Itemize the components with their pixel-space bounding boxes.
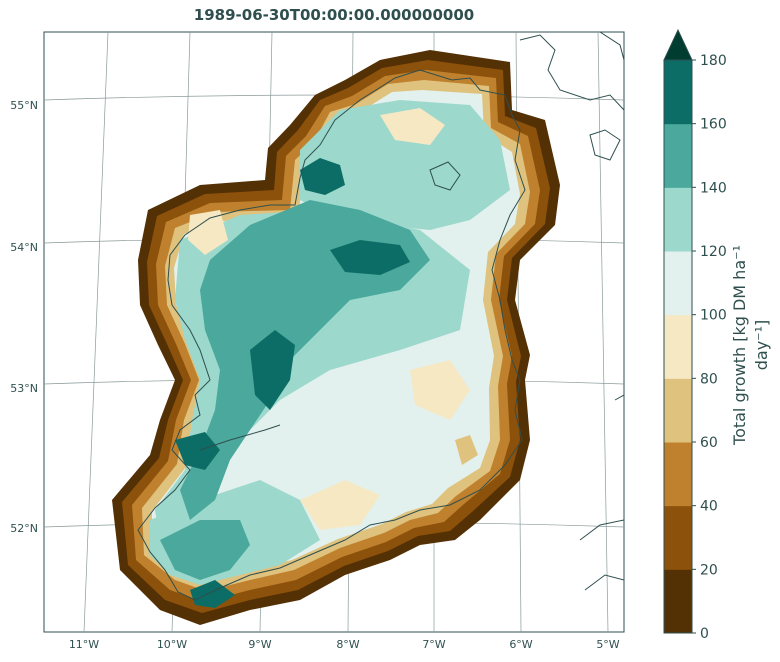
lat-tick-label: 54°N — [10, 241, 38, 254]
growth-region-160-180-e — [190, 580, 235, 608]
colorbar-ticks: 0 20 40 60 80 100 120 140 160 180 — [692, 53, 727, 642]
northern-ireland-lough — [429, 161, 461, 191]
scotland-coast — [519, 32, 624, 161]
colorbar-tick-label: 40 — [700, 499, 718, 515]
growth-region-80-100-c — [300, 480, 380, 530]
colorbar-tick-label: 100 — [700, 308, 727, 324]
lon-tick-label: 11°W — [69, 638, 99, 651]
growth-region-80-100-b — [410, 360, 470, 420]
colorbar-band — [664, 187, 692, 252]
colorbar-band — [664, 378, 692, 443]
lat-tick-label: 55°N — [10, 99, 38, 112]
colorbar-tick-label: 60 — [700, 435, 718, 451]
growth-region-160-180-d — [175, 432, 220, 470]
growth-region-120-140-north — [300, 100, 510, 230]
colorbar-tick-label: 140 — [700, 180, 727, 196]
lon-tick-label: 7°W — [422, 638, 445, 651]
growth-region-140-160-southwest — [160, 520, 250, 580]
colorbar-bands — [664, 60, 692, 634]
colorbar-tick-label: 120 — [700, 244, 727, 260]
growth-region-80-100-a — [380, 108, 445, 145]
growth-region-140-160 — [180, 200, 430, 520]
colorbar-band — [664, 251, 692, 316]
colorbar-label-line1: Total growth [kg DM ha⁻¹ — [730, 245, 749, 446]
colorbar-frame — [663, 59, 693, 634]
growth-region-60-80 — [455, 435, 478, 465]
lon-tick-label: 6°W — [509, 638, 532, 651]
growth-region-160-180-c — [250, 330, 295, 410]
wales-coast — [579, 394, 624, 591]
colorbar-band — [664, 442, 692, 507]
colorbar-band — [664, 60, 692, 125]
colorbar-tick-label: 0 — [700, 626, 709, 642]
ireland-coastline — [137, 69, 526, 601]
shannon-estuary — [199, 424, 281, 451]
colorbar-tick-label: 80 — [700, 371, 718, 387]
colorbar: 0 20 40 60 80 100 120 140 160 180 Total growth [k… — [663, 28, 771, 642]
colorbar-band — [664, 314, 692, 379]
lon-tick-label: 8°W — [336, 638, 359, 651]
lon-tick-label: 10°W — [157, 638, 187, 651]
lon-tick-label: 9°W — [248, 638, 271, 651]
lat-tick-label: 53°N — [10, 382, 38, 395]
colorbar-label-line2: day⁻¹] — [752, 320, 771, 371]
colorbar-band — [664, 569, 692, 634]
lon-tick-label: 5°W — [596, 638, 619, 651]
coastlines — [137, 32, 624, 601]
colorbar-extend-arrow — [663, 28, 693, 61]
colorbar-band — [664, 505, 692, 570]
colorbar-tick-label: 20 — [700, 562, 718, 578]
colorbar-band — [664, 123, 692, 188]
colorbar-tick-label: 180 — [700, 53, 727, 69]
lat-tick-label: 52°N — [10, 522, 38, 535]
map-layers — [44, 32, 624, 632]
growth-region-160-180-a — [300, 158, 345, 195]
growth-region-80-100-d — [188, 210, 228, 255]
map-title: 1989-06-30T00:00:00.000000000 — [193, 6, 475, 24]
growth-region-160-180-b — [330, 240, 410, 275]
colorbar-tick-label: 160 — [700, 117, 727, 133]
